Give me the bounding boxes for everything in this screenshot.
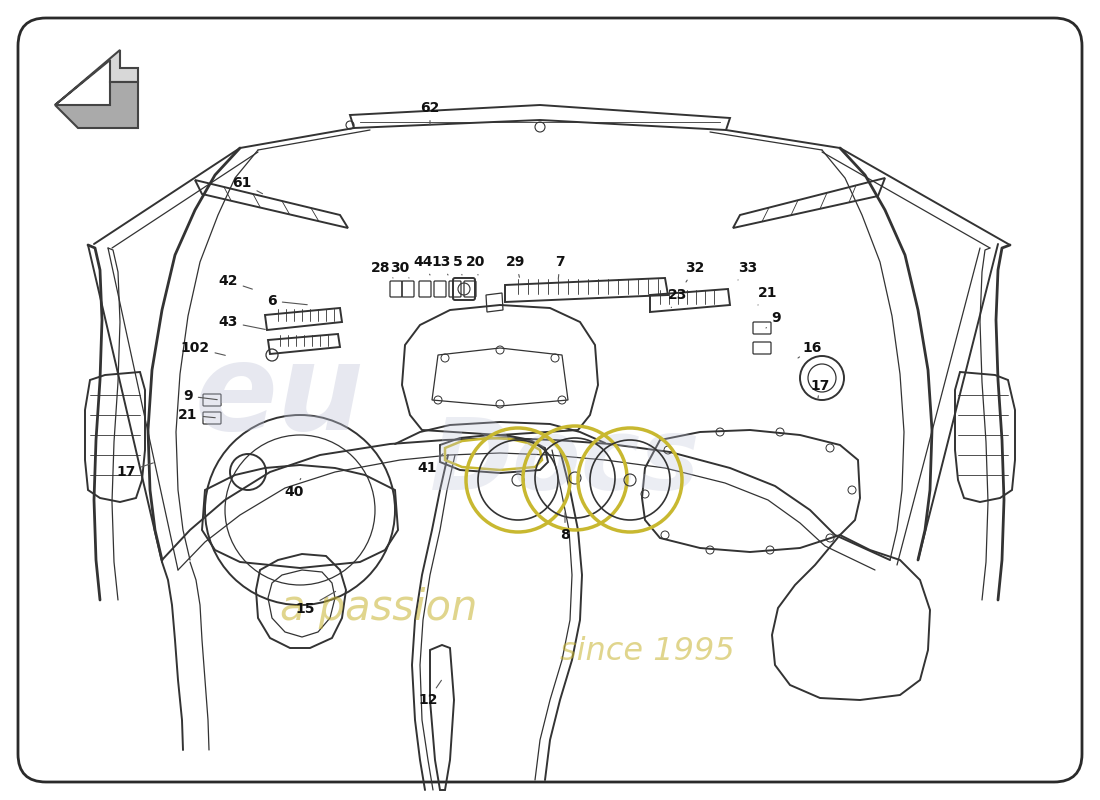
FancyBboxPatch shape xyxy=(18,18,1082,782)
Text: a passion: a passion xyxy=(280,587,477,629)
Text: 32: 32 xyxy=(685,261,705,282)
Text: eu: eu xyxy=(195,338,365,455)
Text: 8: 8 xyxy=(560,513,570,542)
Text: 102: 102 xyxy=(180,341,226,355)
Text: 7: 7 xyxy=(556,255,564,279)
Text: 9: 9 xyxy=(184,389,217,403)
Text: 33: 33 xyxy=(738,261,758,280)
Text: 42: 42 xyxy=(218,274,252,289)
Text: 41: 41 xyxy=(417,454,443,475)
Text: 30: 30 xyxy=(390,261,409,278)
Text: 17: 17 xyxy=(117,463,153,479)
Text: 29: 29 xyxy=(506,255,526,278)
Text: 13: 13 xyxy=(431,255,451,275)
Polygon shape xyxy=(55,82,138,128)
Text: 61: 61 xyxy=(232,176,263,194)
Text: 15: 15 xyxy=(295,591,336,616)
Text: 40: 40 xyxy=(284,478,304,499)
Text: 17: 17 xyxy=(811,379,829,398)
Text: 21: 21 xyxy=(758,286,778,305)
Text: 16: 16 xyxy=(798,341,822,358)
Text: 6: 6 xyxy=(267,294,307,308)
Text: 9: 9 xyxy=(766,311,781,328)
Text: 12: 12 xyxy=(418,680,441,707)
Text: 23: 23 xyxy=(669,288,688,307)
Text: 20: 20 xyxy=(466,255,486,275)
Text: since 1995: since 1995 xyxy=(560,636,735,667)
Text: 43: 43 xyxy=(218,315,265,330)
Text: 44: 44 xyxy=(414,255,432,275)
Text: 5: 5 xyxy=(453,255,463,275)
Text: 21: 21 xyxy=(178,408,216,422)
Text: Docs: Docs xyxy=(430,414,701,511)
Polygon shape xyxy=(55,50,138,105)
Text: 28: 28 xyxy=(372,261,393,278)
Text: 62: 62 xyxy=(420,101,440,126)
